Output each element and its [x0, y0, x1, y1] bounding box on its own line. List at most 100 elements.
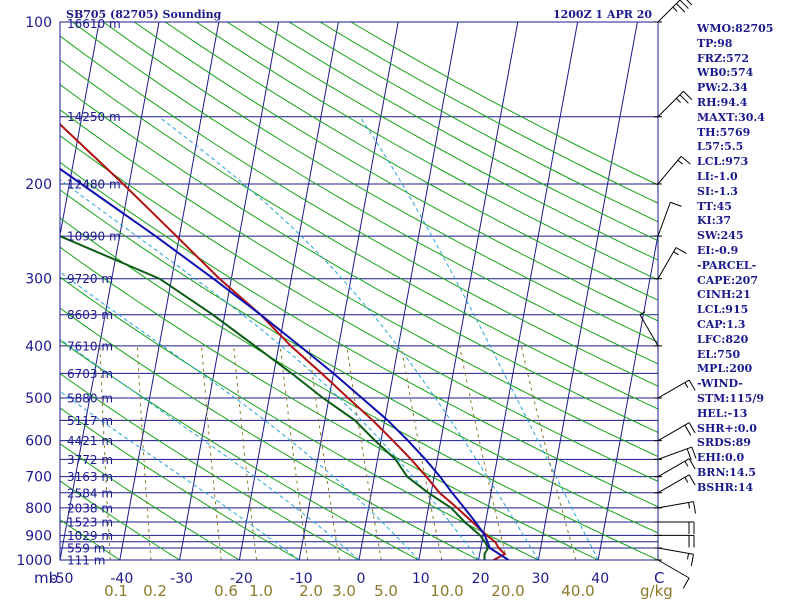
wind-barb [654, 379, 696, 399]
dry-adiabat-100 [60, 83, 658, 434]
mixing-ratio-line-5 [346, 345, 382, 560]
index-value: BSHR:14 [697, 480, 754, 494]
isotherm--60 [60, 22, 100, 238]
grid-layer [60, 22, 658, 560]
mixing-ratio-line-0.2 [136, 345, 152, 560]
index-value: CAPE:207 [697, 273, 758, 287]
isotherm-0 [358, 22, 459, 560]
isotherm-40 [597, 232, 658, 560]
dry-adiabat-10 [60, 339, 420, 560]
height-label: 111 m [67, 554, 105, 568]
index-value: WB0:574 [697, 66, 754, 80]
temperature-tick-label: -20 [230, 571, 253, 587]
index-value: SRDS:89 [697, 436, 751, 450]
temperature-profile [60, 122, 507, 560]
mixing-ratio-label: 20.0 [491, 582, 524, 600]
pressure-tick-label: 300 [25, 272, 52, 288]
wind-barb [654, 201, 682, 237]
temperature-tick-label: -10 [290, 571, 313, 587]
index-value: -PARCEL- [697, 258, 757, 272]
wind-barb-column [639, 0, 697, 589]
height-label: 16610 m [67, 17, 121, 31]
isotherm--50 [60, 22, 160, 560]
mixing-ratio-label: 0.2 [143, 582, 167, 600]
mixing-ratio-label: 0.6 [214, 582, 238, 600]
dry-adiabat-70 [60, 161, 658, 508]
moist-adiabat-10 [60, 271, 420, 560]
pressure-tick-label: 800 [25, 501, 52, 517]
isotherm-30 [537, 22, 638, 560]
height-label: 9720 m [67, 272, 113, 286]
mixing-ratio-line-40 [520, 345, 577, 560]
height-label: 4421 m [67, 434, 113, 448]
index-value: WMO:82705 [697, 22, 774, 35]
dry-adiabat-110 [60, 59, 658, 410]
dry-adiabat-90 [60, 109, 658, 458]
index-value: BRN:14.5 [697, 465, 756, 479]
dry-adiabat-50 [60, 217, 658, 560]
wind-barb [654, 474, 696, 494]
temperature-tick-label: 10 [412, 571, 430, 587]
dry-adiabat-130 [72, 22, 658, 365]
index-value: SI:-1.3 [697, 184, 738, 198]
index-value: KI:37 [697, 214, 732, 228]
dry-adiabat-170 [195, 22, 658, 281]
height-label: 3163 m [67, 470, 113, 484]
wind-barb [654, 547, 694, 567]
moist-adiabat-0 [60, 338, 360, 560]
isotherm--10 [298, 22, 399, 560]
dry-adiabat-180 [226, 22, 658, 261]
pressure-tick-label: 700 [25, 470, 52, 486]
dewpoint-profile [60, 235, 490, 560]
index-value: TH:5769 [697, 125, 751, 139]
mixing-ratio-label: 3.0 [332, 582, 356, 600]
isotherm--40 [119, 22, 220, 560]
index-value: STM:115/9 [697, 391, 764, 405]
wind-barb [639, 311, 662, 347]
mixing-ratio-line-1 [233, 345, 258, 560]
wind-barb [654, 90, 693, 118]
isotherm--20 [238, 22, 339, 560]
wind-barb [654, 458, 696, 478]
mixing-ratio-label: 5.0 [374, 582, 398, 600]
height-label: 10990 m [67, 230, 121, 244]
moist-adiabat-20 [60, 178, 479, 560]
dry-adiabat-80 [60, 135, 658, 482]
temperature-tick-label: 0 [357, 571, 366, 587]
wind-barb [654, 155, 691, 185]
dry-adiabat--20 [60, 443, 240, 560]
wind-barb [654, 446, 697, 461]
wind-barb [654, 422, 696, 442]
height-label: 14250 m [67, 110, 121, 124]
dry-adiabat-30 [60, 276, 539, 560]
wind-barb [654, 534, 695, 548]
pressure-tick-label: 900 [25, 528, 52, 544]
index-value: LCL:973 [697, 155, 749, 169]
index-value: MAXT:30.4 [697, 110, 765, 124]
dry-adiabat-60 [60, 189, 658, 534]
temperature-tick-label: 30 [531, 571, 549, 587]
wind-barb [654, 501, 697, 514]
plot-frame [59, 21, 659, 561]
height-label: 12480 m [67, 177, 121, 191]
dry-adiabat-0 [60, 372, 360, 560]
height-label: 5880 m [67, 392, 113, 406]
index-value: TT:45 [697, 199, 732, 213]
moist-adiabat-30 [158, 116, 539, 560]
mixing-ratio-line-0.6 [201, 345, 222, 560]
height-label: 5117 m [67, 414, 113, 428]
index-value: CAP:1.3 [697, 317, 746, 331]
index-value: MPL:200 [697, 362, 753, 376]
mixing-ratio-label: 10.0 [430, 582, 463, 600]
height-label: 1523 m [67, 516, 113, 530]
stability-index-panel: WMO:82705 TP:98 FRZ:572 WB0:574 PW:2.34 RH:94… [697, 22, 800, 496]
dry-adiabat-190 [257, 22, 658, 242]
temperature-tick-label: 40 [591, 571, 609, 587]
temperature-tick-label: -50 [51, 571, 74, 587]
dry-adiabat--30 [60, 480, 180, 560]
temperature-tick-label: 20 [472, 571, 490, 587]
height-label: 2038 m [67, 501, 113, 515]
mixing-ratio-label: 40.0 [561, 582, 594, 600]
dry-adiabat-160 [165, 22, 658, 301]
